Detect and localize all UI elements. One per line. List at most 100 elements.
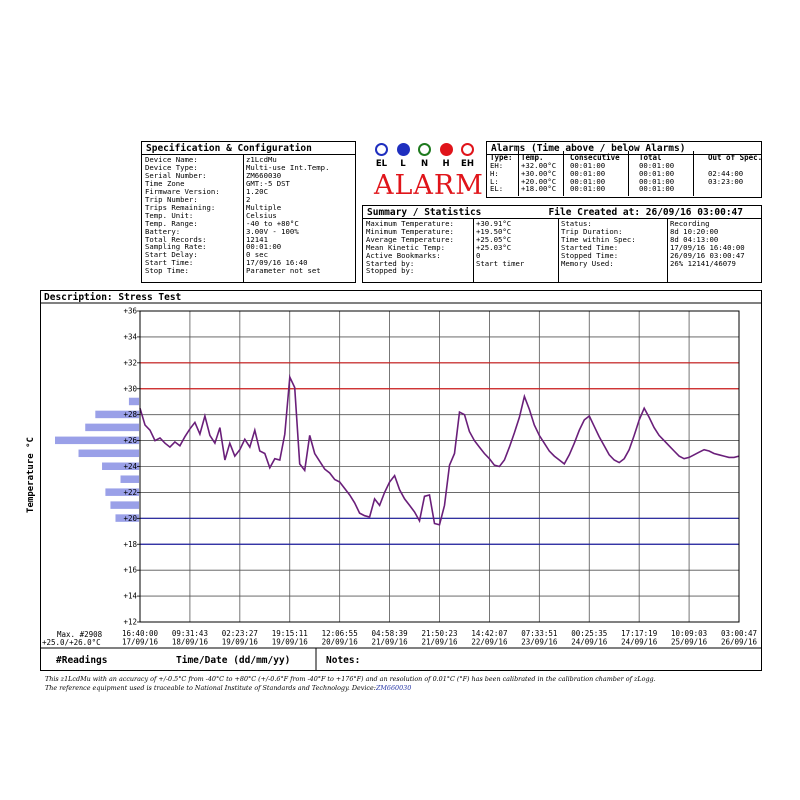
summary-value: 26/09/16 03:00:47 xyxy=(670,250,745,260)
alarms-cell: 02:44:00 xyxy=(708,168,744,178)
summary-title: Summary / Statistics xyxy=(367,207,482,218)
max-label: Max. #2908 xyxy=(57,630,103,639)
summary-key: Started by: xyxy=(366,258,415,268)
alarms-table: Type: Temp. Consecutive Total Out of Spec. EH… xyxy=(489,153,771,193)
spec-key: Battery: xyxy=(145,226,181,236)
spec-value: Celsius xyxy=(246,210,277,220)
led-el-icon xyxy=(375,143,388,156)
spec-key: Device Name: xyxy=(145,155,198,164)
summary-key: Maximum Temperature: xyxy=(366,219,454,228)
spec-key: Trip Number: xyxy=(145,194,198,204)
summary-value: 8d 10:20:00 xyxy=(670,226,719,236)
calibration-note: This z1LcdMu with an accuracy of +/-0.5°… xyxy=(45,675,656,683)
alarms-cell: +18.00°C xyxy=(521,184,557,194)
summary-divider xyxy=(558,219,559,282)
led-label: EH xyxy=(461,159,474,169)
spec-value: 2 xyxy=(246,194,251,204)
summary-value: +25.03°C xyxy=(476,242,512,252)
led-label: H xyxy=(442,159,450,169)
alarms-col-divider xyxy=(628,151,629,196)
alarms-cell: 00:01:00 xyxy=(639,161,675,170)
spec-value: Multiple xyxy=(246,202,282,212)
summary-divider xyxy=(667,219,668,282)
alarms-cell: 00:01:00 xyxy=(570,168,606,178)
file-created: File Created at: 26/09/16 03:00:47 xyxy=(548,207,743,218)
summary-key: Mean Kinetic Temp: xyxy=(366,242,446,252)
alarms-col-divider xyxy=(518,151,519,196)
spec-key: Temp. Unit: xyxy=(145,210,194,220)
spec-key: Temp. Range: xyxy=(145,218,198,228)
spec-key: Time Zone xyxy=(145,178,185,188)
alarms-cell xyxy=(707,185,771,193)
led-label: EL xyxy=(375,159,388,169)
spec-key: Start Delay: xyxy=(145,250,198,260)
spec-value: 17/09/16 16:40 xyxy=(246,258,308,268)
summary-panel: Summary / Statistics File Created at: 26… xyxy=(362,205,762,283)
spec-config-title: Specification & Configuration xyxy=(142,142,355,155)
spec-value: 12141 xyxy=(246,234,268,244)
summary-key: Time within Spec: xyxy=(561,234,636,244)
spec-value: GMT:-5 DST xyxy=(246,178,290,188)
alarms-cell: 03:23:00 xyxy=(708,176,744,186)
summary-key: Stopped Time: xyxy=(561,250,619,260)
alarms-panel: Alarms (Time above / below Alarms) xyxy=(486,141,762,198)
alarms-header-cell: Temp. xyxy=(521,153,544,162)
alarms-col-divider xyxy=(563,151,564,196)
summary-key: Status: xyxy=(561,219,592,228)
spec-value: Multi-use Int.Temp. xyxy=(246,162,330,172)
led-label: L xyxy=(400,159,406,169)
device-link[interactable]: ZM660030 xyxy=(375,684,412,692)
alarms-cell: 00:01:00 xyxy=(570,161,606,170)
summary-key: Started Time: xyxy=(561,242,619,252)
alarms-cell: 00:01:00 xyxy=(639,168,675,178)
summary-key: Trip Duration: xyxy=(561,226,623,236)
summary-key: Average Temperature: xyxy=(366,234,454,244)
spec-value: Parameter not set xyxy=(246,266,321,276)
alarms-cell: L: xyxy=(490,176,499,186)
alarms-cell: H: xyxy=(490,168,499,178)
summary-value: +25.05°C xyxy=(476,234,512,244)
alarms-header-cell: Out of Spec. xyxy=(708,153,763,162)
spec-value: 00:01:00 xyxy=(246,242,282,252)
summary-divider xyxy=(473,219,474,282)
spec-key: Serial Number: xyxy=(145,170,207,180)
summary-key: Active Bookmarks: xyxy=(366,250,441,260)
spec-key: Start Time: xyxy=(145,258,194,268)
spec-config-divider xyxy=(243,155,244,282)
alarms-header-cell: Total xyxy=(639,153,662,162)
chart-panel xyxy=(40,290,762,671)
alarms-cell: 00:01:00 xyxy=(570,184,606,194)
alarms-header-row: Type: Temp. Consecutive Total Out of Spec. xyxy=(489,153,771,162)
alarms-row: EL: +18.00°C 00:01:00 00:01:00 xyxy=(489,185,771,193)
y-axis-label: Temperature °C xyxy=(26,437,36,513)
alarms-row: L: +20.00°C 00:01:00 00:01:00 03:23:00 xyxy=(489,176,771,186)
led-eh-icon xyxy=(461,143,474,156)
max-value: +25.0/+26.0°C xyxy=(42,638,101,647)
timedate-label: Time/Date (dd/mm/yy) xyxy=(176,655,291,666)
traceability-note: The reference equipment used is traceabl… xyxy=(45,684,411,692)
summary-value: Recording xyxy=(670,219,710,228)
led-h-icon xyxy=(439,143,453,156)
summary-value: +30.91°C xyxy=(476,219,512,228)
spec-value: -40 to +80°C xyxy=(246,218,299,228)
spec-value: ZM660030 xyxy=(246,170,282,180)
chart-title: Description: Stress Test xyxy=(44,292,182,303)
spec-key: Trips Remaining: xyxy=(145,202,216,212)
readings-label: #Readings xyxy=(56,655,108,666)
summary-title-bar: Summary / Statistics File Created at: 26… xyxy=(363,206,761,219)
summary-value: 26% 12141/46079 xyxy=(670,258,736,268)
spec-value: 0 sec xyxy=(246,250,268,260)
alarms-header-cell: Consecutive xyxy=(570,153,620,162)
summary-key: Minimum Temperature: xyxy=(366,226,454,236)
alarms-row: H: +30.00°C 00:01:00 00:01:00 02:44:00 xyxy=(489,168,771,178)
alarms-cell: 00:01:00 xyxy=(570,176,606,186)
spec-key: Total Records: xyxy=(145,234,207,244)
led-label: N xyxy=(420,159,429,169)
alarms-col-divider xyxy=(693,151,694,196)
alarms-cell: +30.00°C xyxy=(521,168,557,178)
summary-key: Memory Used: xyxy=(561,258,614,268)
alarms-cell: 00:01:00 xyxy=(639,176,675,186)
spec-value: 1.20C xyxy=(246,186,268,196)
led-n-icon xyxy=(418,143,431,156)
summary-value: 8d 04:13:00 xyxy=(670,234,719,244)
